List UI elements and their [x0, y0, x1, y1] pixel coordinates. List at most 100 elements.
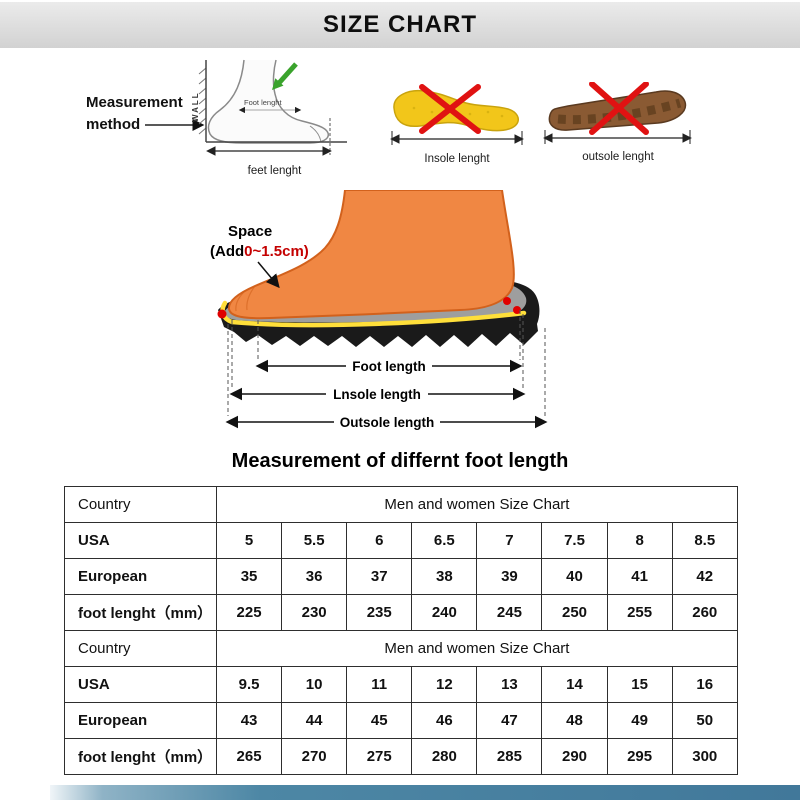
bottom-accent-bar: [50, 785, 800, 800]
toe-lines: [235, 285, 256, 312]
size-cell: 11: [346, 666, 413, 703]
row-label: USA: [64, 666, 217, 703]
size-cell: 280: [411, 738, 478, 775]
size-cell: 7.5: [541, 522, 608, 559]
size-cell: 265: [215, 738, 283, 775]
insole-illustration: Insole lenght: [388, 84, 526, 165]
size-cell: 10: [281, 666, 348, 703]
size-cell: 5.5: [281, 522, 348, 559]
right-arrow-icon: [145, 118, 205, 131]
size-cell: 14: [541, 666, 608, 703]
method-label-line1: Measurement: [86, 94, 183, 111]
green-arrow-icon: [272, 62, 298, 90]
insole-length-label: Lnsole length: [333, 387, 421, 402]
size-cell: 49: [606, 702, 673, 739]
foot-length-inner-label: Foot lenght: [244, 98, 282, 107]
space-add-label: (Add0~1.5cm): [210, 243, 309, 260]
size-cell: 35: [215, 558, 283, 595]
feet-measure-illustration: WALL Foot lenght feet lenght: [191, 58, 357, 177]
row-label: USA: [64, 522, 217, 559]
section2-header-row: Country Men and women Size Chart: [64, 630, 738, 667]
section1-header-row: Country Men and women Size Chart: [64, 486, 738, 523]
outsole-illustration: outsole lenght: [542, 81, 694, 163]
size-cell: 260: [671, 594, 738, 631]
size-cell: 5: [215, 522, 283, 559]
feet-caption: feet lenght: [247, 165, 302, 177]
space-label: Space: [228, 223, 272, 240]
size-cell: 8.5: [671, 522, 738, 559]
size-cell: 50: [671, 702, 738, 739]
row-label: European: [64, 558, 217, 595]
red-x-icon: [419, 84, 481, 134]
section1-european-row: European 35 36 37 38 39 40 41 42: [64, 558, 738, 595]
size-cell: 36: [281, 558, 348, 595]
outsole-lugs: [557, 98, 682, 125]
size-cell: 9.5: [215, 666, 283, 703]
row-label: European: [64, 702, 217, 739]
size-cell: 225: [215, 594, 283, 631]
size-table: Country Men and women Size Chart USA 5 5…: [64, 486, 738, 775]
section-title-cell: Men and women Size Chart: [216, 486, 738, 523]
size-cell: 45: [346, 702, 413, 739]
country-header-cell: Country: [64, 486, 217, 523]
size-cell: 41: [606, 558, 673, 595]
guide-lines: [227, 310, 546, 416]
diagram-caption: Measurement of differnt foot length: [231, 450, 569, 472]
heel-dot: [513, 306, 521, 314]
size-cell: 39: [476, 558, 543, 595]
size-cell: 285: [476, 738, 543, 775]
measurement-method-label: Measurement method: [86, 92, 210, 136]
row-label: foot lenght（mm）: [64, 594, 217, 631]
size-cell: 290: [541, 738, 608, 775]
size-cell: 38: [411, 558, 478, 595]
size-cell: 300: [671, 738, 738, 775]
size-cell: 47: [476, 702, 543, 739]
size-cell: 230: [281, 594, 348, 631]
outsole-icon: [543, 81, 692, 144]
size-cell: 245: [476, 594, 543, 631]
size-cell: 46: [411, 702, 478, 739]
size-cell: 240: [411, 594, 478, 631]
size-cell: 42: [671, 558, 738, 595]
section2-footlength-row: foot lenght（mm） 265 270 275 280 285 290 …: [64, 738, 738, 775]
foot-shape: [227, 189, 515, 320]
section2-european-row: European 43 44 45 46 47 48 49 50: [64, 702, 738, 739]
size-cell: 6.5: [411, 522, 478, 559]
wall-hatching: [198, 67, 207, 135]
toe-dot: [217, 309, 227, 319]
section1-footlength-row: foot lenght（mm） 225 230 235 240 245 250 …: [64, 594, 738, 631]
size-cell: 48: [541, 702, 608, 739]
section-title-cell: Men and women Size Chart: [216, 630, 738, 667]
size-cell: 6: [346, 522, 413, 559]
section1-usa-row: USA 5 5.5 6 6.5 7 7.5 8 8.5: [64, 522, 738, 559]
page-title: SIZE CHART: [323, 11, 477, 38]
foot-length-diagram: Space (Add0~1.5cm) Foot length: [140, 189, 660, 442]
red-x-icon: [589, 81, 649, 135]
outsole-caption: outsole lenght: [582, 151, 654, 163]
page-header: SIZE CHART: [0, 2, 800, 48]
foot-wall-icon: WALL Foot lenght: [191, 59, 347, 156]
size-cell: 270: [281, 738, 348, 775]
size-cell: 37: [346, 558, 413, 595]
method-label-line2: method: [86, 115, 141, 133]
size-cell: 235: [346, 594, 413, 631]
insole-icon: [390, 84, 524, 145]
size-cell: 255: [606, 594, 673, 631]
size-cell: 13: [476, 666, 543, 703]
space-pointer-arrow: [257, 261, 280, 289]
toe-line: [309, 125, 322, 143]
outsole-length-label: Outsole length: [340, 415, 435, 430]
size-cell: 44: [281, 702, 348, 739]
heel-dot: [503, 297, 511, 305]
size-cell: 12: [411, 666, 478, 703]
size-cell: 15: [606, 666, 673, 703]
size-cell: 295: [606, 738, 673, 775]
insole-caption: Insole lenght: [424, 153, 490, 165]
size-cell: 43: [215, 702, 283, 739]
size-cell: 40: [541, 558, 608, 595]
size-cell: 250: [541, 594, 608, 631]
size-cell: 8: [606, 522, 673, 559]
section2-usa-row: USA 9.5 10 11 12 13 14 15 16: [64, 666, 738, 703]
wall-label: WALL: [192, 91, 200, 122]
